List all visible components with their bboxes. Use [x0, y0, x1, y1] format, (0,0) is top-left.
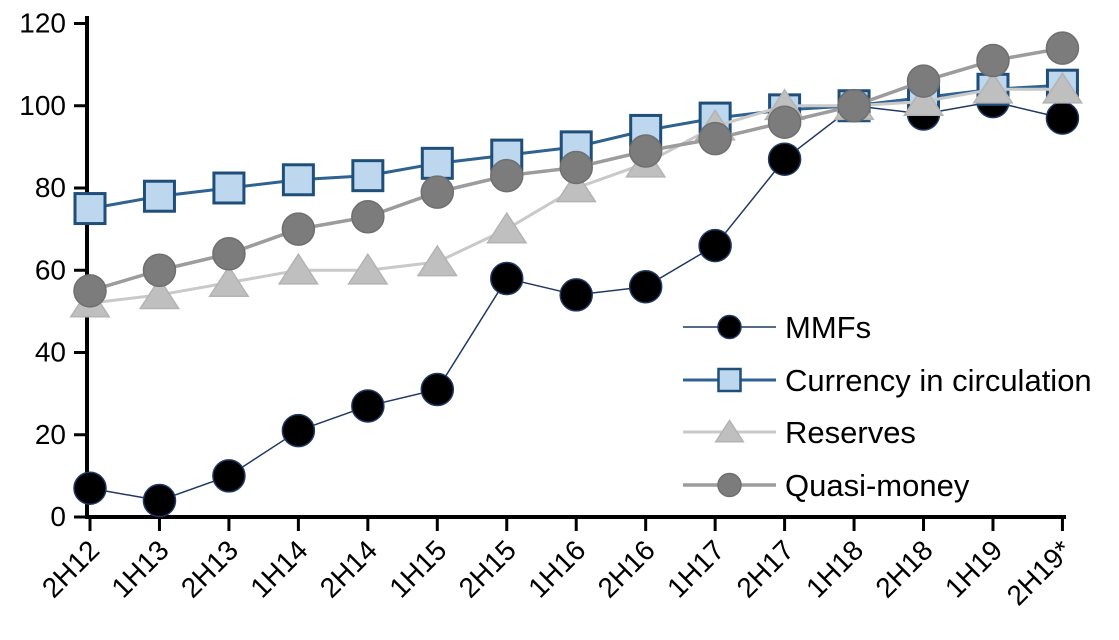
data-point-currency-in-circulation: [212, 171, 246, 205]
data-point-reserves: [902, 84, 945, 116]
x-tick-label: 2H17: [731, 534, 800, 603]
data-point-reserves: [555, 170, 597, 203]
data-point-mmfs: [628, 269, 663, 304]
data-point-reserves: [208, 265, 250, 297]
data-point-reserves: [138, 277, 181, 310]
y-tick-label: 20: [35, 419, 66, 450]
data-point-quasi-money: [420, 175, 455, 209]
data-point-quasi-money: [976, 43, 1010, 78]
x-tick-label: 2H19*: [1001, 534, 1078, 611]
x-tick-label: 1H17: [661, 534, 730, 603]
legend-label: MMFs: [785, 310, 871, 345]
data-point-mmfs: [142, 483, 177, 518]
data-point-currency-in-circulation: [142, 179, 176, 213]
data-point-mmfs: [490, 261, 524, 296]
data-point-mmfs: [1045, 101, 1080, 135]
data-point-mmfs: [73, 471, 107, 505]
x-tick-label: 2H15: [453, 534, 522, 603]
data-point-quasi-money: [351, 200, 385, 234]
legend-swatch-marker: [714, 419, 745, 443]
data-point-quasi-money: [767, 105, 802, 139]
data-point-reserves: [486, 211, 528, 244]
x-tick-label: 1H16: [522, 534, 591, 603]
data-point-mmfs: [420, 372, 455, 407]
x-tick-label: 2H18: [870, 534, 939, 603]
data-point-quasi-money: [142, 253, 177, 287]
legend-swatch-marker: [717, 367, 742, 393]
y-tick-label: 120: [19, 8, 66, 39]
data-point-quasi-money: [1045, 31, 1080, 65]
legend-label: Reserves: [785, 415, 916, 450]
data-point-mmfs: [767, 142, 802, 176]
data-point-reserves: [416, 244, 458, 277]
data-point-quasi-money: [212, 237, 246, 271]
data-point-mmfs: [559, 278, 593, 312]
data-point-mmfs: [212, 459, 246, 493]
data-point-mmfs: [281, 413, 316, 448]
x-tick-label: 1H14: [244, 534, 313, 603]
data-point-quasi-money: [698, 121, 732, 156]
x-tick-label: 2H16: [592, 534, 661, 603]
x-tick-label: 1H18: [800, 534, 869, 603]
data-point-reserves: [1041, 71, 1084, 104]
data-point-quasi-money: [837, 89, 871, 123]
data-point-reserves: [972, 71, 1014, 104]
data-point-currency-in-circulation: [73, 192, 107, 226]
x-tick-label: 2H14: [314, 534, 383, 603]
data-point-quasi-money: [628, 134, 663, 168]
data-point-quasi-money: [281, 212, 316, 246]
x-tick-label: 2H12: [36, 534, 105, 603]
data-point-reserves: [277, 252, 319, 285]
data-point-mmfs: [698, 228, 732, 263]
data-point-quasi-money: [559, 150, 593, 185]
legend-swatch-marker: [717, 314, 742, 340]
data-point-currency-in-circulation: [281, 163, 315, 197]
data-point-currency-in-circulation: [420, 146, 454, 180]
data-point-reserves: [347, 252, 389, 285]
y-tick-label: 0: [50, 501, 66, 532]
data-point-mmfs: [351, 389, 385, 423]
y-tick-label: 40: [35, 337, 66, 368]
data-point-currency-in-circulation: [351, 159, 385, 193]
legend-label: Quasi-money: [785, 468, 970, 503]
y-tick-label: 100: [19, 90, 66, 121]
x-tick-label: 1H19: [939, 534, 1008, 603]
legend-label: Currency in circulation: [785, 363, 1092, 398]
legend-swatch-marker: [717, 472, 742, 498]
y-tick-label: 60: [35, 254, 66, 285]
data-point-quasi-money: [73, 274, 107, 308]
data-point-quasi-money: [490, 158, 524, 193]
y-tick-label: 80: [35, 172, 66, 203]
data-point-quasi-money: [906, 64, 941, 98]
x-tick-label: 2H13: [175, 534, 244, 603]
x-tick-label: 1H13: [105, 534, 174, 603]
x-tick-label: 1H15: [383, 534, 452, 603]
